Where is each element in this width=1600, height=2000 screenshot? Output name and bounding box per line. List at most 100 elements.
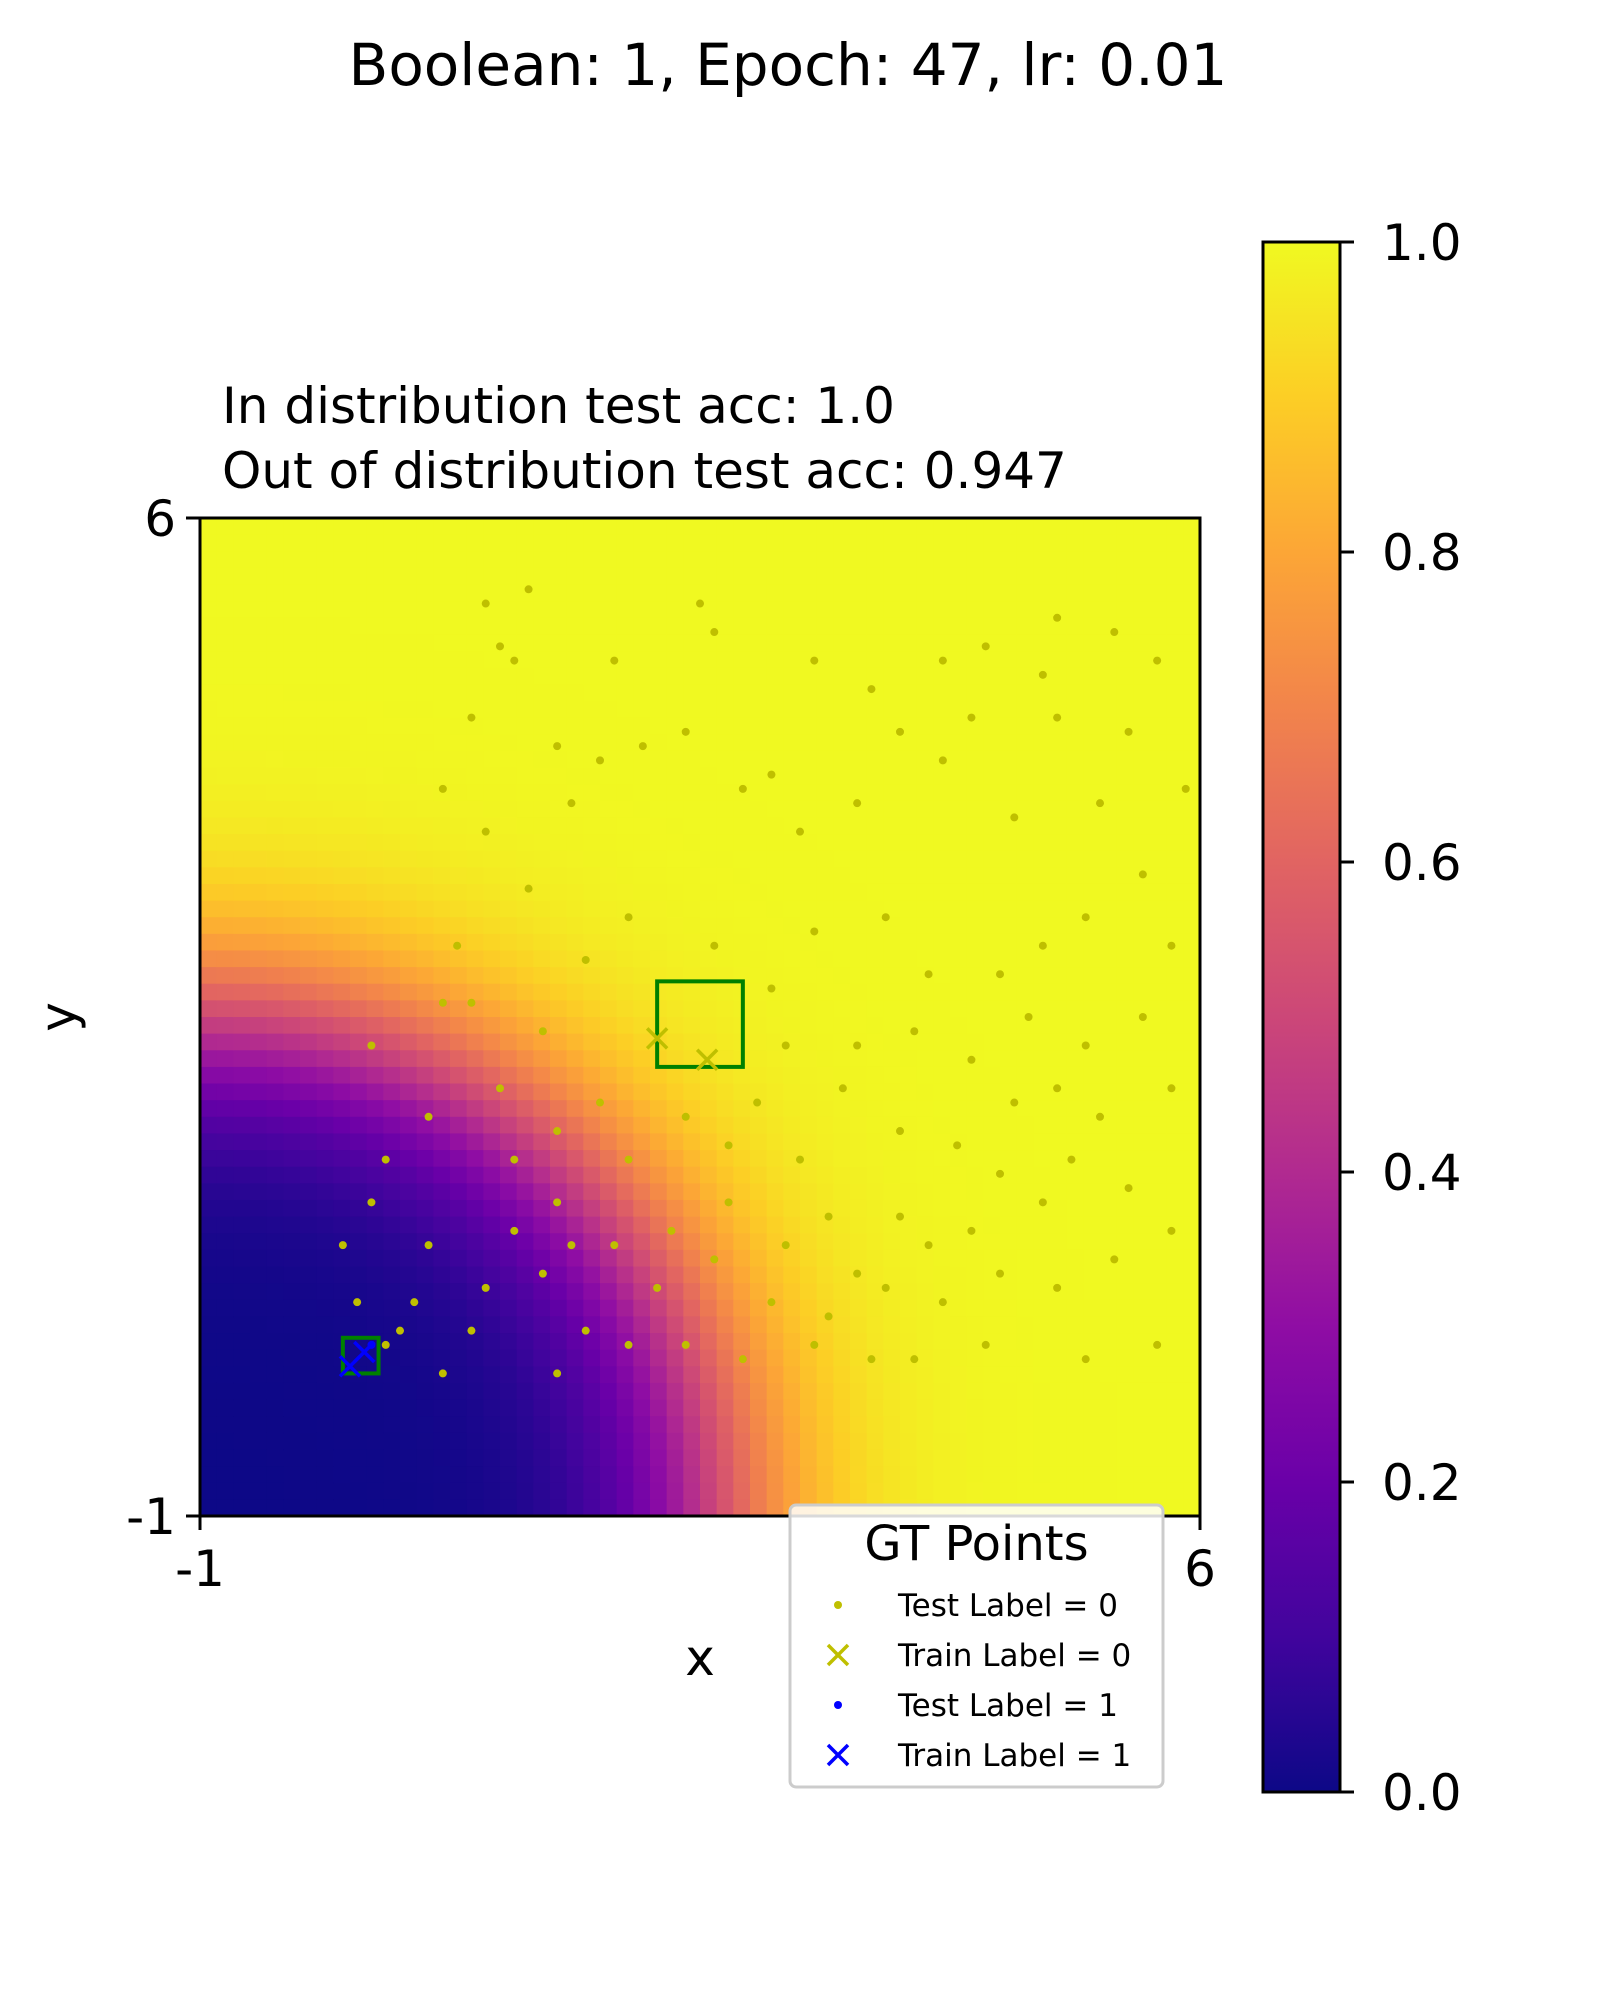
- heatmap-cell: [1100, 784, 1117, 801]
- heatmap-cell: [400, 568, 417, 585]
- heatmap-cell: [583, 568, 600, 585]
- heatmap-cell: [633, 1250, 650, 1267]
- heatmap-cell: [717, 751, 734, 768]
- heatmap-cell: [600, 1217, 617, 1234]
- heatmap-cell: [717, 1267, 734, 1284]
- heatmap-cell: [333, 651, 350, 668]
- heatmap-cell: [1000, 1466, 1017, 1483]
- heatmap-cell: [333, 568, 350, 585]
- heatmap-cell: [533, 668, 550, 685]
- heatmap-cell: [483, 535, 500, 552]
- heatmap-cell: [750, 1316, 767, 1333]
- heatmap-cell: [450, 851, 467, 868]
- heatmap-cell: [350, 651, 367, 668]
- heatmap-cell: [933, 1217, 950, 1234]
- heatmap-cell: [800, 834, 817, 851]
- heatmap-cell: [417, 851, 434, 868]
- heatmap-cell: [1000, 1050, 1017, 1067]
- heatmap-cell: [1033, 651, 1050, 668]
- heatmap-cell: [700, 1283, 717, 1300]
- heatmap-cell: [450, 984, 467, 1001]
- heatmap-cell: [617, 934, 634, 951]
- heatmap-cell: [717, 801, 734, 818]
- heatmap-cell: [300, 1067, 317, 1084]
- heatmap-cell: [933, 984, 950, 1001]
- heatmap-cell: [500, 884, 517, 901]
- heatmap-cell: [217, 1449, 234, 1466]
- heatmap-cell: [1100, 1416, 1117, 1433]
- heatmap-cell: [1050, 1100, 1067, 1117]
- heatmap-cell: [1100, 1000, 1117, 1017]
- heatmap-cell: [250, 1050, 267, 1067]
- heatmap-cell: [967, 684, 984, 701]
- heatmap-cell: [967, 1100, 984, 1117]
- heatmap-cell: [600, 884, 617, 901]
- heatmap-cell: [1033, 917, 1050, 934]
- heatmap-cell: [1033, 1250, 1050, 1267]
- heatmap-cell: [950, 701, 967, 718]
- heatmap-cell: [250, 668, 267, 685]
- heatmap-cell: [467, 1100, 484, 1117]
- heatmap-cell: [1183, 1350, 1200, 1367]
- heatmap-cell: [567, 1283, 584, 1300]
- heatmap-cell: [800, 585, 817, 602]
- heatmap-cell: [1183, 1050, 1200, 1067]
- heatmap-cell: [917, 834, 934, 851]
- heatmap-cell: [1167, 1267, 1184, 1284]
- heatmap-cell: [983, 1466, 1000, 1483]
- heatmap-cell: [1133, 634, 1150, 651]
- test-point-label-0: [853, 799, 861, 807]
- heatmap-cell: [1067, 801, 1084, 818]
- heatmap-cell: [283, 568, 300, 585]
- heatmap-cell: [700, 801, 717, 818]
- heatmap-cell: [367, 768, 384, 785]
- heatmap-cell: [317, 917, 334, 934]
- heatmap-cell: [500, 784, 517, 801]
- heatmap-cell: [433, 1350, 450, 1367]
- heatmap-cell: [417, 917, 434, 934]
- heatmap-cell: [700, 1133, 717, 1150]
- heatmap-cell: [617, 1017, 634, 1034]
- heatmap-cell: [300, 784, 317, 801]
- heatmap-cell: [300, 618, 317, 635]
- heatmap-cell: [650, 801, 667, 818]
- heatmap-cell: [950, 518, 967, 535]
- heatmap-cell: [967, 1333, 984, 1350]
- heatmap-cell: [917, 851, 934, 868]
- heatmap-cell: [400, 984, 417, 1001]
- heatmap-cell: [367, 1267, 384, 1284]
- heatmap-cell: [1150, 585, 1167, 602]
- heatmap-cell: [950, 751, 967, 768]
- heatmap-cell: [1017, 1133, 1034, 1150]
- heatmap-cell: [267, 568, 284, 585]
- heatmap-cell: [1000, 1333, 1017, 1350]
- heatmap-cell: [600, 1499, 617, 1516]
- heatmap-cell: [600, 1250, 617, 1267]
- heatmap-cell: [900, 884, 917, 901]
- heatmap-cell: [1050, 1183, 1067, 1200]
- heatmap-cell: [367, 1300, 384, 1317]
- heatmap-cell: [1067, 518, 1084, 535]
- heatmap-cell: [700, 834, 717, 851]
- heatmap-cell: [867, 1267, 884, 1284]
- heatmap-cell: [433, 1449, 450, 1466]
- heatmap-cell: [500, 1200, 517, 1217]
- heatmap-cell: [383, 734, 400, 751]
- heatmap-cell: [1083, 1466, 1100, 1483]
- heatmap-cell: [1033, 618, 1050, 635]
- heatmap-cell: [317, 967, 334, 984]
- heatmap-cell: [900, 984, 917, 1001]
- heatmap-cell: [250, 1333, 267, 1350]
- heatmap-cell: [783, 1466, 800, 1483]
- heatmap-cell: [933, 967, 950, 984]
- heatmap-cell: [333, 768, 350, 785]
- heatmap-cell: [483, 1250, 500, 1267]
- heatmap-cell: [1000, 1400, 1017, 1417]
- heatmap-cell: [750, 668, 767, 685]
- heatmap-cell: [1133, 551, 1150, 568]
- heatmap-cell: [817, 1366, 834, 1383]
- heatmap-cell: [483, 1183, 500, 1200]
- heatmap-cell: [1083, 984, 1100, 1001]
- heatmap-cell: [317, 1133, 334, 1150]
- heatmap-cell: [983, 668, 1000, 685]
